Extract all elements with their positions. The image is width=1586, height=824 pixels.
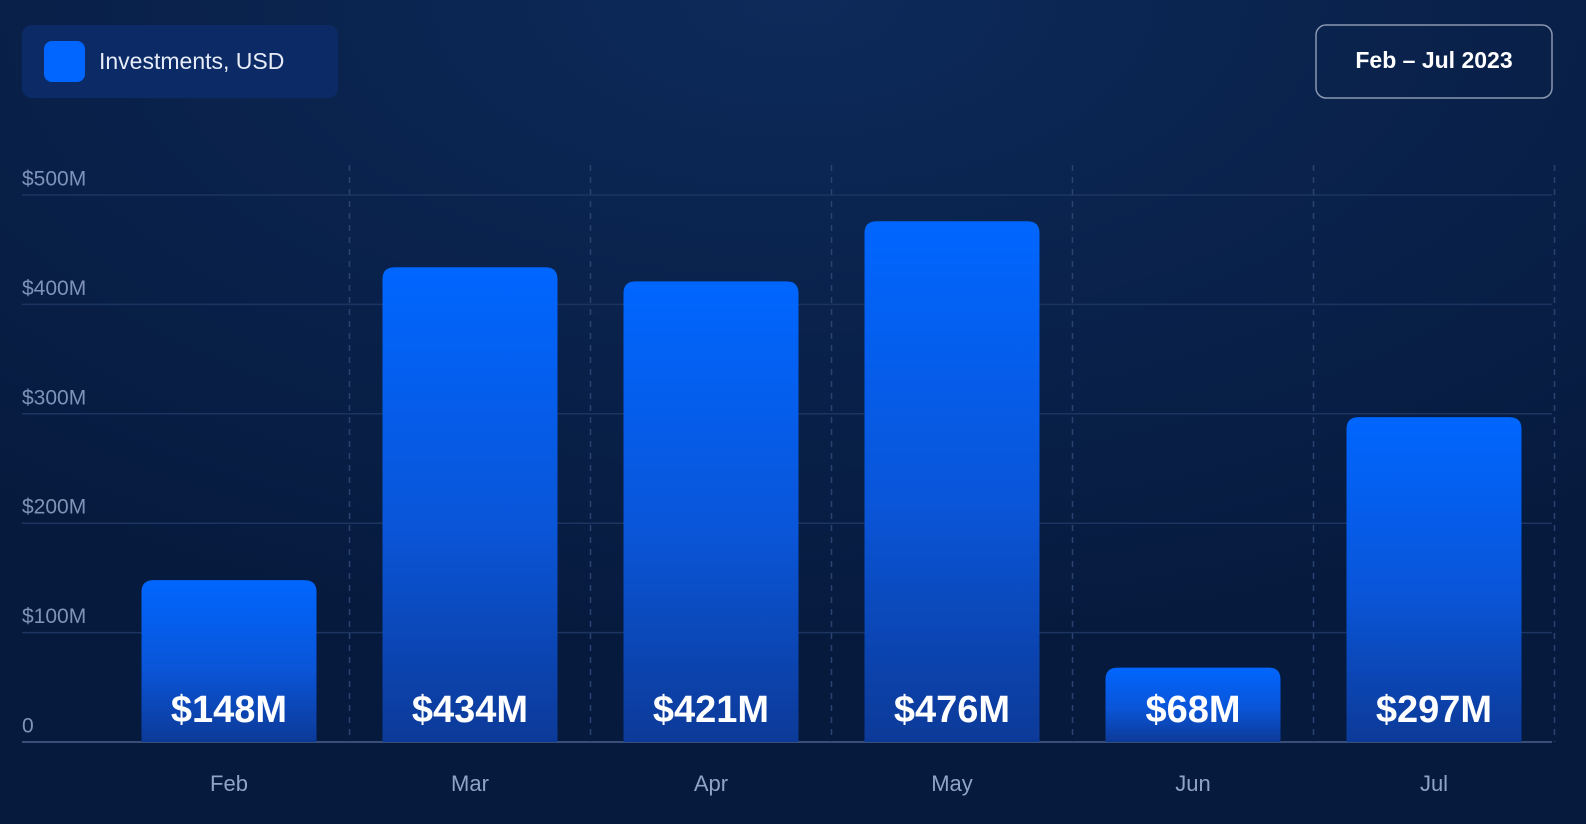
bar	[1105, 667, 1281, 742]
legend-label: Investments, USD	[99, 48, 284, 74]
bar	[1346, 417, 1522, 742]
date-range: Feb – Jul 2023	[1315, 24, 1553, 99]
y-tick-label: $200M	[22, 496, 86, 519]
y-tick-label: $400M	[22, 277, 86, 300]
x-tick-label: Mar	[451, 771, 489, 796]
value-label: $434M	[412, 689, 528, 731]
x-tick-label: Feb	[210, 771, 248, 796]
value-label: $297M	[1376, 689, 1492, 731]
x-tick-label: Jun	[1175, 771, 1210, 796]
value-label: $421M	[653, 689, 769, 731]
bar	[864, 221, 1040, 743]
y-tick-label: $100M	[22, 605, 86, 628]
value-label: $148M	[171, 689, 287, 731]
bar	[382, 267, 558, 742]
bar	[623, 281, 799, 742]
x-tick-label: May	[931, 771, 973, 796]
value-label: $68M	[1145, 689, 1240, 731]
x-tick-label: Jul	[1420, 771, 1448, 796]
y-tick-label: $300M	[22, 386, 86, 409]
y-tick-label: $500M	[22, 168, 86, 191]
bar	[141, 580, 317, 742]
value-label: $476M	[894, 689, 1010, 731]
x-tick-label: Apr	[694, 771, 728, 796]
legend-box	[22, 25, 338, 98]
date-range-box	[1315, 24, 1553, 99]
legend-swatch	[44, 41, 85, 82]
legend: Investments, USD	[22, 25, 338, 98]
date-range-label: Feb – Jul 2023	[1355, 47, 1512, 73]
y-tick-label: 0	[22, 715, 34, 738]
